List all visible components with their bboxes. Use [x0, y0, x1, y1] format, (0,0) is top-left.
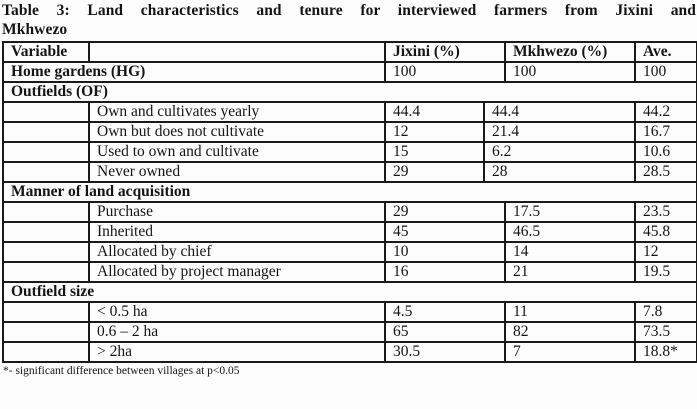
cell-ave: 16.7 — [634, 121, 697, 143]
table-title-line1: Table 3: Land characteristics and tenure… — [2, 2, 696, 19]
cell-ave: 10.6 — [634, 141, 697, 163]
footnote: *- significant difference between villag… — [3, 365, 240, 377]
indent-cell — [2, 161, 90, 183]
table-row-home-gardens: Home gardens (HG) 100 100 100 — [2, 61, 697, 83]
indent-cell — [2, 221, 90, 243]
cell-jixini: 29 — [384, 201, 506, 223]
cell-mkhwezo: 100 — [504, 61, 636, 83]
cell-label: > 2ha — [88, 341, 386, 363]
cell-jixini: 30.5 — [384, 341, 506, 363]
cell-label: Purchase — [88, 201, 386, 223]
table-row: Purchase 29 17.5 23.5 — [2, 201, 697, 223]
table-row: Allocated by chief 10 14 12 — [2, 241, 697, 263]
cell-ave: 12 — [634, 241, 697, 263]
cell-jixini: 45 — [384, 221, 506, 243]
cell-jixini: 10 — [384, 241, 506, 263]
header-row: Variable Jixini (%) Mkhwezo (%) Ave. — [2, 41, 697, 63]
table-title: Table 3: Land characteristics and tenure… — [2, 1, 696, 39]
section-row-outfield-size: Outfield size — [2, 281, 697, 303]
table-title-line2: Mkhwezo — [2, 21, 68, 38]
cell-label: Used to own and cultivate — [88, 141, 386, 163]
cell-label: Allocated by chief — [88, 241, 386, 263]
cell-label: 0.6 – 2 ha — [88, 321, 386, 343]
section-label: Manner of land acquisition — [2, 181, 697, 203]
cell-mkhwezo: 11 — [504, 301, 636, 323]
section-label: Outfields (OF) — [2, 81, 697, 103]
cell-jixini: 12 — [384, 121, 485, 143]
cell-ave: 7.8 — [634, 301, 697, 323]
cell-label: Allocated by project manager — [88, 261, 386, 283]
cell-jixini: 44.4 — [384, 101, 485, 123]
cell-jixini: 15 — [384, 141, 485, 163]
cell-mkhwezo: 28 — [483, 161, 636, 183]
indent-cell — [2, 301, 90, 323]
cell-label: < 0.5 ha — [88, 301, 386, 323]
cell-mkhwezo: 6.2 — [483, 141, 636, 163]
section-label: Home gardens (HG) — [2, 61, 386, 83]
cell-label: Inherited — [88, 221, 386, 243]
header-cell-mkhwezo: Mkhwezo (%) — [504, 41, 636, 63]
cell-jixini: 4.5 — [384, 301, 506, 323]
indent-cell — [2, 141, 90, 163]
section-row-outfields: Outfields (OF) — [2, 81, 697, 103]
cell-mkhwezo: 82 — [504, 321, 636, 343]
cell-label: Own but does not cultivate — [88, 121, 386, 143]
cell-ave: 18.8* — [634, 341, 697, 363]
table-row: 0.6 – 2 ha 65 82 73.5 — [2, 321, 697, 343]
indent-cell — [2, 121, 90, 143]
indent-cell — [2, 341, 90, 363]
cell-jixini: 65 — [384, 321, 506, 343]
cell-ave: 44.2 — [634, 101, 697, 123]
cell-mkhwezo: 7 — [504, 341, 636, 363]
cell-ave: 19.5 — [634, 261, 697, 283]
header-cell-ave: Ave. — [634, 41, 697, 63]
land-tenure-table: Variable Jixini (%) Mkhwezo (%) Ave. Hom… — [2, 41, 697, 363]
cell-ave: 45.8 — [634, 221, 697, 243]
cell-label: Own and cultivates yearly — [88, 101, 386, 123]
cell-mkhwezo: 21 — [504, 261, 636, 283]
indent-cell — [2, 101, 90, 123]
cell-mkhwezo: 14 — [504, 241, 636, 263]
section-row-manner: Manner of land acquisition — [2, 181, 697, 203]
cell-jixini: 29 — [384, 161, 485, 183]
header-cell-empty — [88, 41, 386, 63]
table-row: Inherited 45 46.5 45.8 — [2, 221, 697, 243]
header-cell-variable: Variable — [2, 41, 90, 63]
table-row: Own but does not cultivate 12 21.4 16.7 — [2, 121, 697, 143]
cell-mkhwezo: 17.5 — [504, 201, 636, 223]
cell-mkhwezo: 46.5 — [504, 221, 636, 243]
section-label: Outfield size — [2, 281, 697, 303]
table-row: Allocated by project manager 16 21 19.5 — [2, 261, 697, 283]
cell-mkhwezo: 44.4 — [483, 101, 636, 123]
indent-cell — [2, 321, 90, 343]
cell-ave: 23.5 — [634, 201, 697, 223]
table-row: < 0.5 ha 4.5 11 7.8 — [2, 301, 697, 323]
cell-label: Never owned — [88, 161, 386, 183]
cell-ave: 28.5 — [634, 161, 697, 183]
indent-cell — [2, 261, 90, 283]
table-row: Never owned 29 28 28.5 — [2, 161, 697, 183]
header-cell-jixini: Jixini (%) — [384, 41, 506, 63]
cell-ave: 73.5 — [634, 321, 697, 343]
cell-jixini: 16 — [384, 261, 506, 283]
table-row: Used to own and cultivate 15 6.2 10.6 — [2, 141, 697, 163]
indent-cell — [2, 201, 90, 223]
page: Table 3: Land characteristics and tenure… — [2, 1, 697, 377]
cell-ave: 100 — [634, 61, 697, 83]
table-row: > 2ha 30.5 7 18.8* — [2, 341, 697, 363]
table-row: Own and cultivates yearly 44.4 44.4 44.2 — [2, 101, 697, 123]
indent-cell — [2, 241, 90, 263]
cell-mkhwezo: 21.4 — [483, 121, 636, 143]
cell-jixini: 100 — [384, 61, 506, 83]
